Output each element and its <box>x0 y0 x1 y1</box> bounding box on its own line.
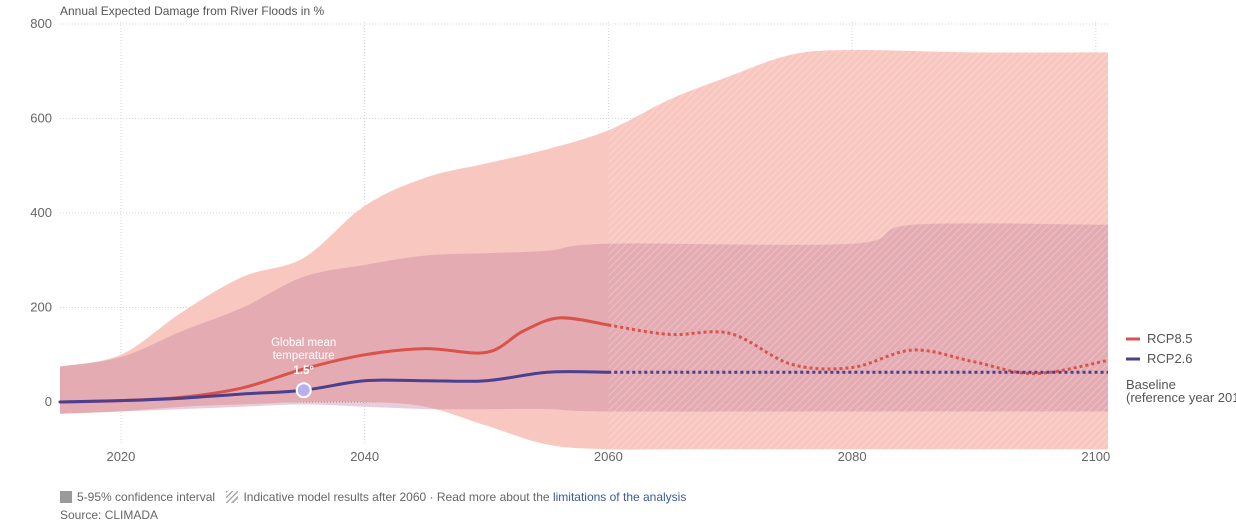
annotation-marker <box>295 382 312 399</box>
x-tick-label: 2040 <box>350 449 379 464</box>
indicative-hatch <box>608 22 1108 452</box>
y-tick-label: 800 <box>30 16 52 31</box>
flood-damage-chart: 0 200 400 600 800 2020 2040 2060 2080 2100 Annua… <box>30 4 1236 464</box>
y-tick-label: 600 <box>30 111 52 126</box>
y-tick-label: 200 <box>30 300 52 315</box>
legend: RCP8.5 RCP2.6 Baseline(reference year 2015… <box>1126 331 1236 405</box>
x-tick-label: 2080 <box>838 449 867 464</box>
rcp26-line-solid <box>58 370 610 404</box>
chart-title: Annual Expected Damage from River Floods… <box>60 4 324 18</box>
legend-label: RCP2.6 <box>1147 351 1193 366</box>
baseline-label-line: Baseline <box>1126 377 1176 392</box>
confidence-swatch <box>60 491 72 503</box>
x-tick-labels: 2020 2040 2060 2080 2100 <box>106 449 1110 464</box>
chart-footer: 5-95% confidence interval Indicative mod… <box>60 488 686 524</box>
rcp85-line-dashed <box>608 323 1109 376</box>
series-lines <box>58 316 1109 404</box>
x-tick-label: 2060 <box>594 449 623 464</box>
annotation-text-line: temperature <box>273 350 335 362</box>
indicative-hatch-area <box>608 22 1108 452</box>
x-tick-label: 2020 <box>106 449 135 464</box>
x-tick-label: 2100 <box>1081 449 1110 464</box>
ci-label: 5-95% confidence interval <box>77 490 216 504</box>
annotation-value: 1.5° <box>293 365 314 377</box>
hatch-swatch <box>226 491 239 503</box>
legend-label: RCP8.5 <box>1147 331 1193 346</box>
footer-legend: 5-95% confidence interval Indicative mod… <box>60 488 686 506</box>
indicative-label: Indicative model results after 2060 · Re… <box>243 490 553 504</box>
limitations-link[interactable]: limitations of the analysis <box>552 490 687 504</box>
annotation-text-line: Global mean <box>271 337 336 349</box>
y-tick-label: 400 <box>30 205 52 220</box>
y-tick-labels: 0 200 400 600 800 <box>30 16 52 409</box>
y-tick-label: 0 <box>45 394 52 409</box>
baseline-label-line: (reference year 2015) <box>1126 390 1236 405</box>
source-label: Source: CLIMADA <box>60 508 159 522</box>
